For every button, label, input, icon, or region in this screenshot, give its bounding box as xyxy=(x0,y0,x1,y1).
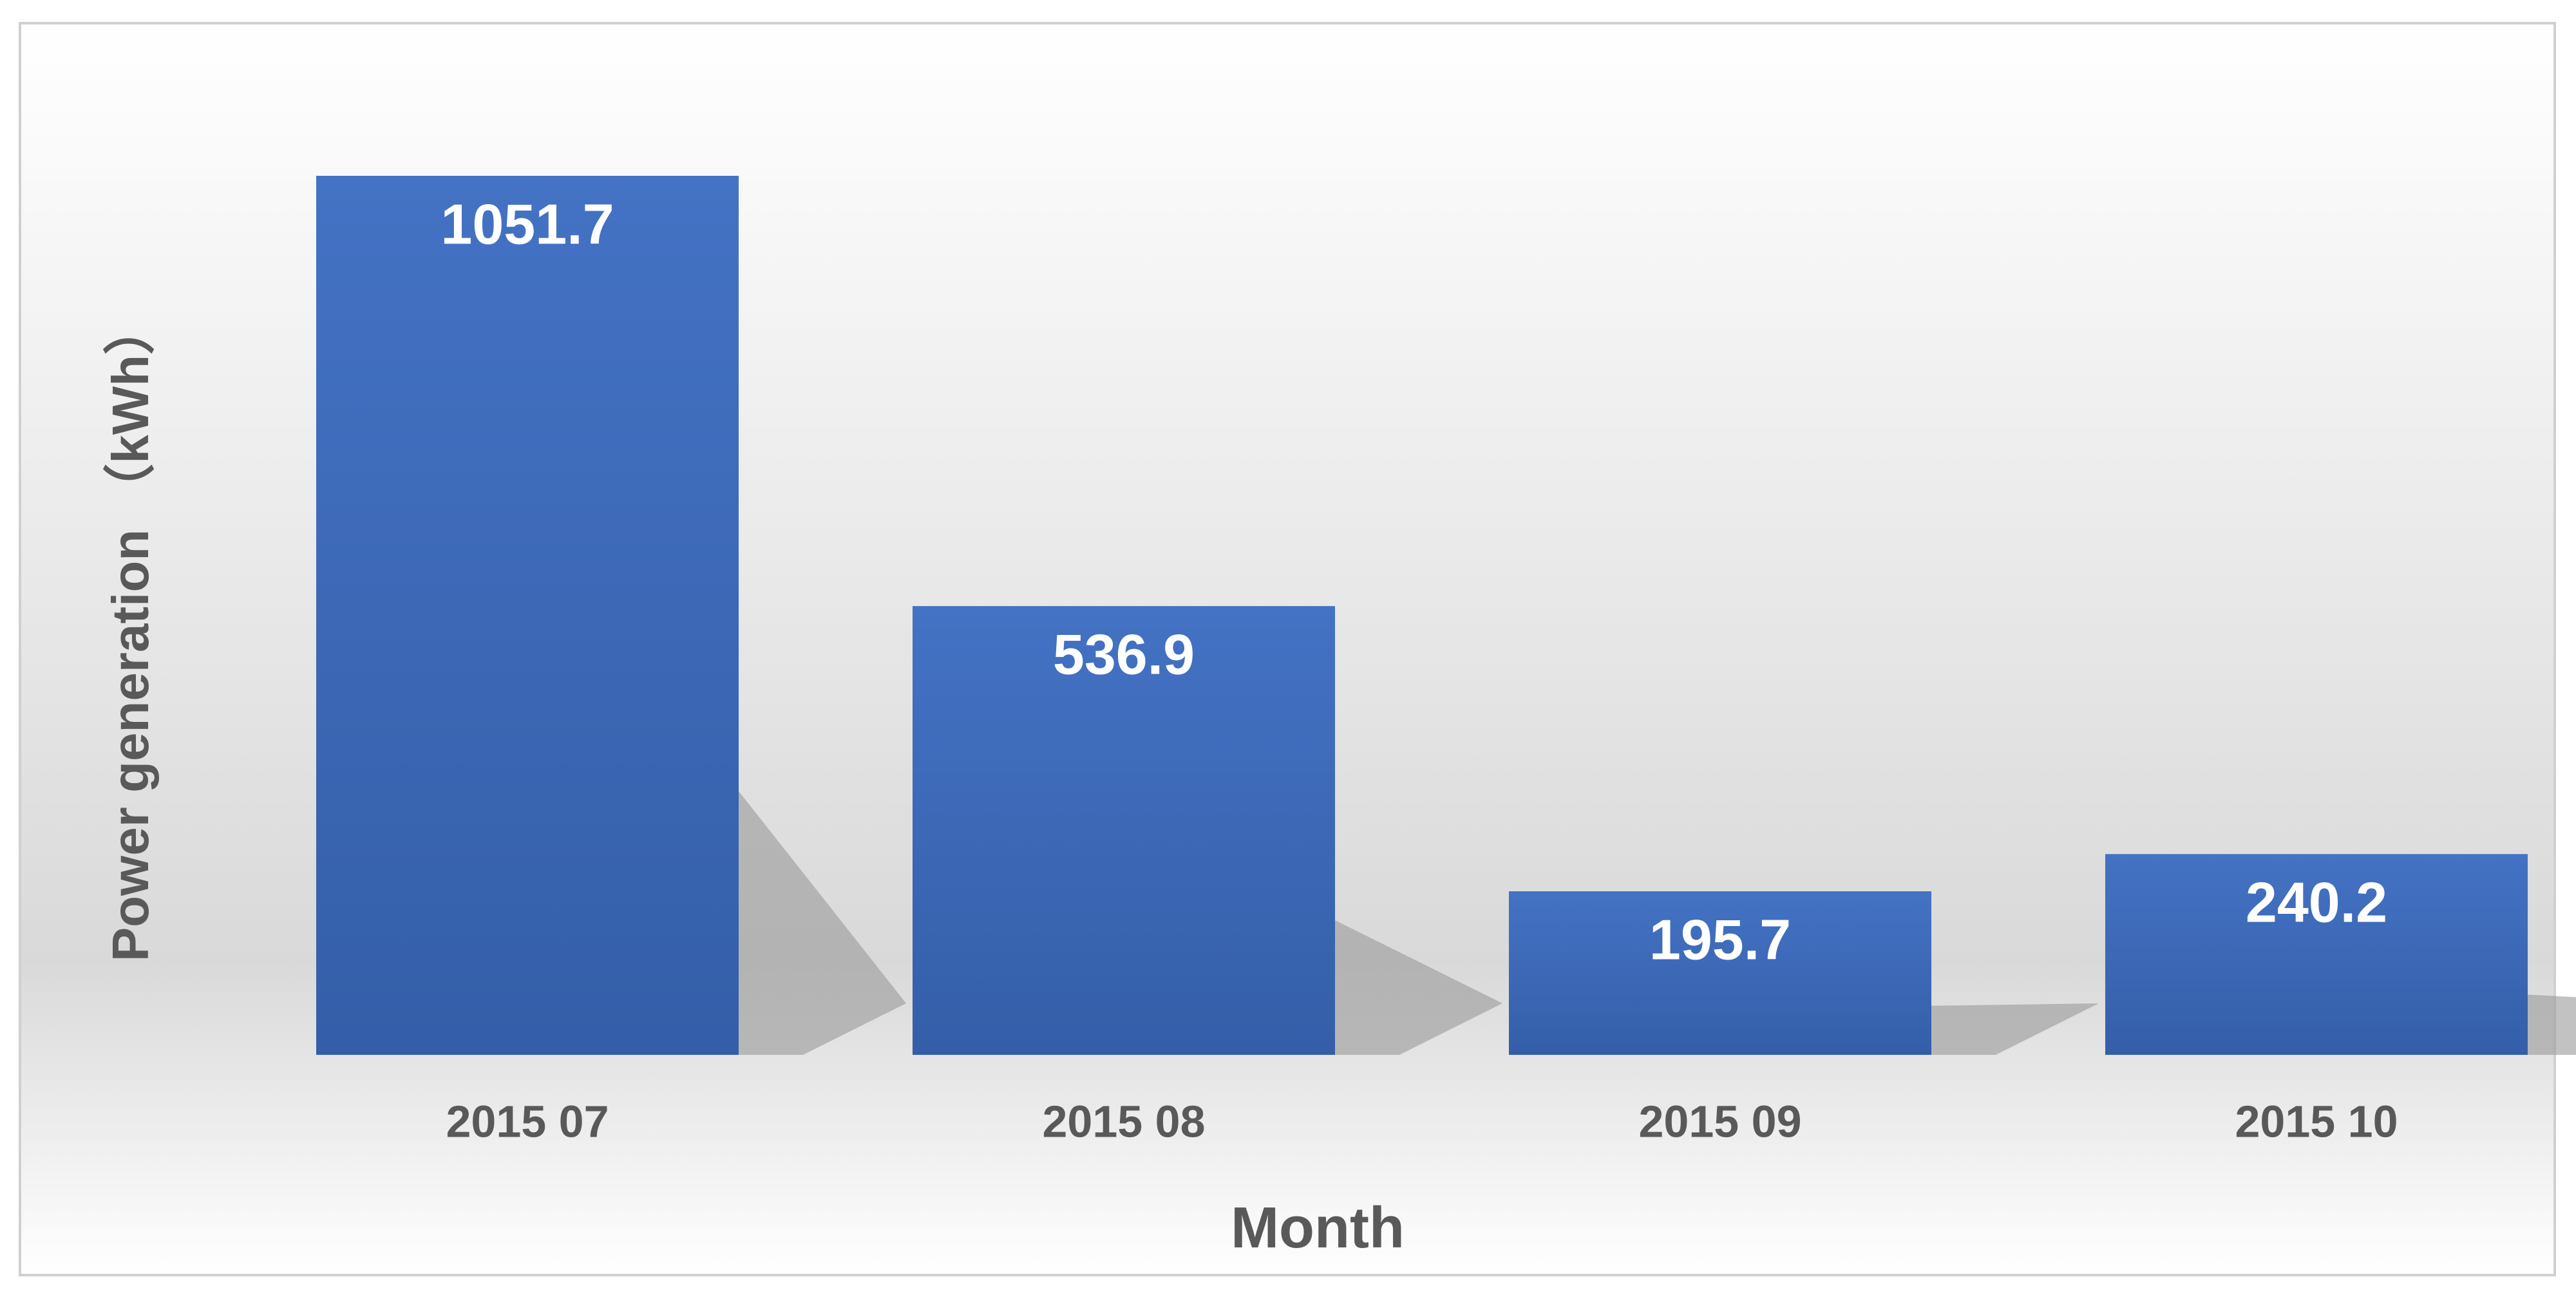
bar-shadow xyxy=(739,791,906,1055)
y-axis-title: Power generation （kWh） xyxy=(102,303,159,961)
x-axis-title: Month xyxy=(1231,1196,1405,1260)
bar-shadow xyxy=(1931,1003,2099,1055)
x-tick-label: 2015 09 xyxy=(1638,1096,1801,1146)
bar xyxy=(913,606,1335,1055)
value-label: 1051.7 xyxy=(440,192,614,256)
bar-shadow xyxy=(2528,994,2576,1055)
value-label: 536.9 xyxy=(1053,622,1195,686)
bar xyxy=(2105,854,2528,1055)
bar xyxy=(316,176,739,1055)
x-tick-label: 2015 08 xyxy=(1042,1096,1205,1146)
bar-shadow xyxy=(1335,920,1502,1055)
x-tick-label: 2015 07 xyxy=(446,1096,609,1146)
x-tick-label: 2015 10 xyxy=(2235,1096,2398,1146)
bar xyxy=(1509,891,1931,1055)
value-label: 240.2 xyxy=(2246,870,2387,934)
value-label: 195.7 xyxy=(1649,907,1791,971)
